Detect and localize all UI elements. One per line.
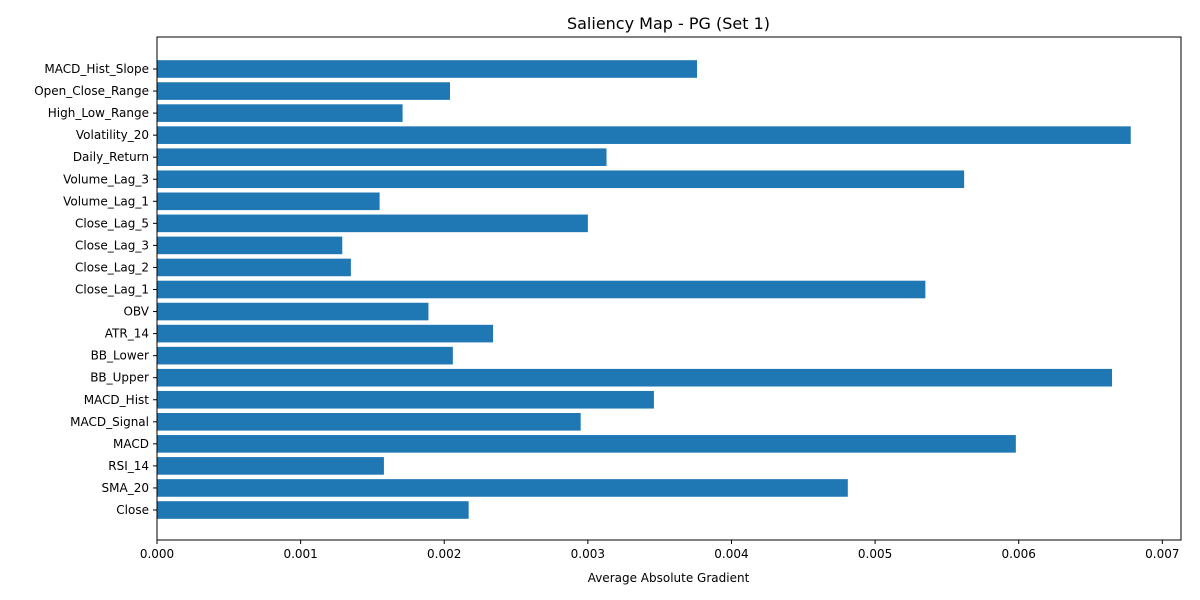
y-tick-label: High_Low_Range	[48, 106, 149, 120]
x-tick-label: 0.000	[140, 547, 174, 561]
bar-close-lag-1	[157, 280, 926, 299]
chart-title: Saliency Map - PG (Set 1)	[567, 14, 770, 33]
x-tick-label: 0.007	[1145, 547, 1179, 561]
y-tick-label: Open_Close_Range	[34, 84, 149, 98]
y-tick-label: MACD	[113, 437, 149, 451]
bar-close	[157, 501, 469, 519]
bar-bb-upper	[157, 368, 1113, 387]
y-tick-label: Close_Lag_3	[75, 238, 149, 252]
y-tick-label: RSI_14	[108, 459, 149, 473]
bar-high-low-range	[157, 104, 403, 122]
x-tick-label: 0.005	[858, 547, 892, 561]
plot-frame	[156, 36, 1182, 541]
y-tick-label: Close	[116, 503, 149, 517]
y-tick-label: SMA_20	[102, 481, 149, 495]
bar-close-lag-5	[157, 214, 588, 233]
y-tick-label: BB_Upper	[90, 371, 149, 385]
bar-macd	[157, 435, 1016, 453]
y-tick-label: ATR_14	[105, 327, 149, 341]
x-axis-label: Average Absolute Gradient	[588, 571, 750, 585]
y-tick-label: BB_Lower	[91, 349, 149, 363]
y-axis-ticks: Close SMA_20 RSI_14 MACD MACD_Signal MACD_His…	[34, 62, 157, 517]
y-tick-label: MACD_Hist	[84, 393, 150, 407]
bar-open-close-range	[157, 82, 450, 100]
x-tick-label: 0.006	[1002, 547, 1036, 561]
bar-sma-20	[157, 479, 848, 497]
bar-obv	[157, 302, 429, 321]
x-tick-label: 0.003	[571, 547, 605, 561]
x-tick-label: 0.004	[714, 547, 748, 561]
y-tick-label: Volatility_20	[76, 128, 149, 142]
y-tick-label: MACD_Signal	[70, 415, 149, 429]
y-tick-label: Volume_Lag_3	[63, 172, 149, 186]
bars-group	[157, 60, 1131, 519]
y-tick-label: MACD_Hist_Slope	[44, 62, 149, 76]
bar-atr-14	[157, 324, 494, 343]
bar-close-lag-2	[157, 258, 351, 277]
bar-macd-hist-slope	[157, 60, 698, 78]
bar-volume-lag-1	[157, 192, 380, 211]
bar-volume-lag-3	[157, 170, 965, 189]
x-tick-label: 0.002	[427, 547, 461, 561]
bar-close-lag-3	[157, 236, 343, 255]
y-tick-label: Close_Lag_1	[75, 283, 149, 297]
y-tick-label: Daily_Return	[73, 150, 149, 164]
x-tick-label: 0.001	[283, 547, 317, 561]
bar-macd-hist	[157, 390, 654, 409]
y-tick-label: Close_Lag_2	[75, 260, 149, 274]
bar-rsi-14	[157, 457, 384, 475]
bar-daily-return	[157, 148, 607, 166]
bar-bb-lower	[157, 346, 453, 365]
y-tick-label: Volume_Lag_1	[63, 194, 149, 208]
y-tick-label: OBV	[123, 305, 149, 319]
x-axis-ticks: 0.000 0.001 0.002 0.003 0.004 0.005 0.006 0.007	[140, 540, 1180, 561]
y-tick-label: Close_Lag_5	[75, 216, 149, 230]
bar-volatility-20	[157, 126, 1131, 144]
bar-macd-signal	[157, 413, 581, 431]
